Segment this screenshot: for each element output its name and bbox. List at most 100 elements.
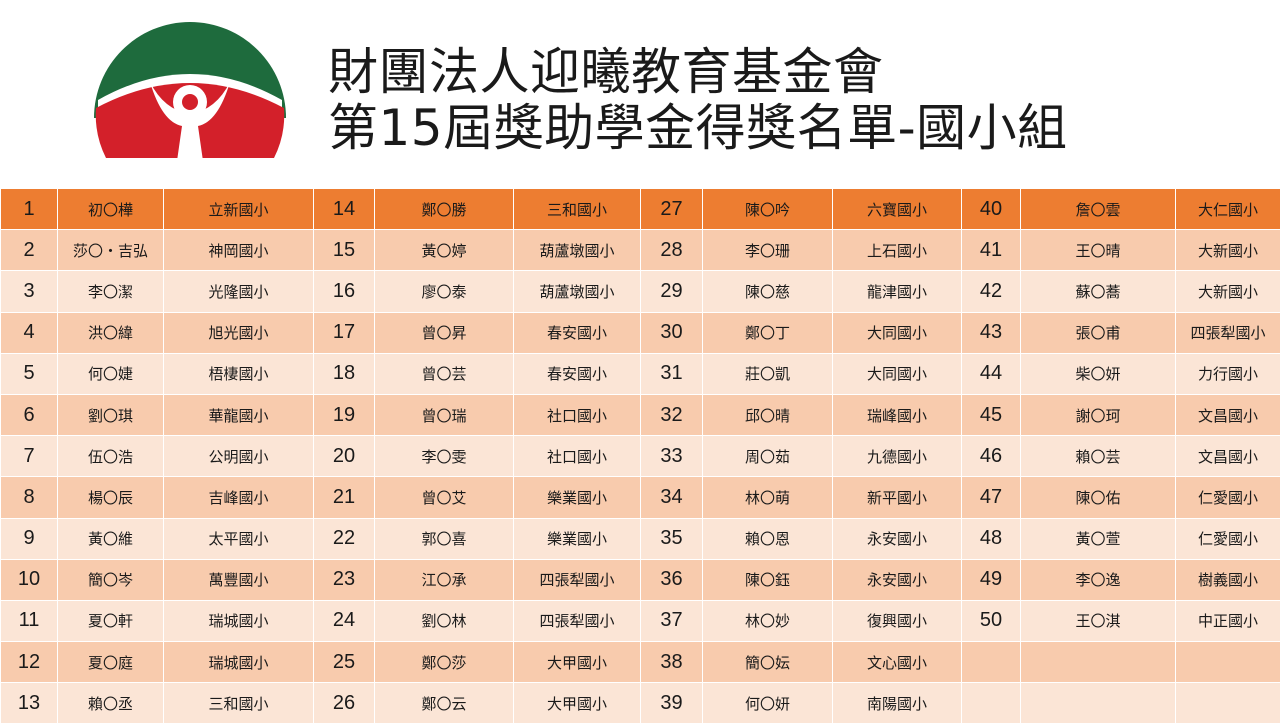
winner-name-cell: 莊〇凱 bbox=[703, 353, 833, 394]
award-number-cell: 20 bbox=[314, 436, 375, 477]
award-number-cell: 34 bbox=[641, 477, 703, 518]
school-name-cell bbox=[1176, 683, 1280, 724]
school-name-cell: 大甲國小 bbox=[514, 683, 641, 724]
winner-name-cell: 柴〇妍 bbox=[1021, 353, 1176, 394]
school-name-cell: 太平國小 bbox=[164, 518, 314, 559]
school-name-cell: 旭光國小 bbox=[164, 312, 314, 353]
award-number-cell: 38 bbox=[641, 642, 703, 683]
winner-name-cell: 曾〇艾 bbox=[375, 477, 514, 518]
award-number-cell bbox=[962, 642, 1021, 683]
award-number-cell: 16 bbox=[314, 271, 375, 312]
school-name-cell: 四張犁國小 bbox=[1176, 312, 1280, 353]
school-name-cell: 葫蘆墩國小 bbox=[514, 271, 641, 312]
winner-name-cell: 張〇甫 bbox=[1021, 312, 1176, 353]
school-name-cell: 大新國小 bbox=[1176, 271, 1280, 312]
award-number-cell: 15 bbox=[314, 230, 375, 271]
award-number-cell: 32 bbox=[641, 394, 703, 435]
winner-name-cell: 曾〇昇 bbox=[375, 312, 514, 353]
award-number-cell: 17 bbox=[314, 312, 375, 353]
school-name-cell: 文昌國小 bbox=[1176, 394, 1280, 435]
school-name-cell: 葫蘆墩國小 bbox=[514, 230, 641, 271]
winner-name-cell: 李〇雯 bbox=[375, 436, 514, 477]
award-number-cell: 14 bbox=[314, 189, 375, 230]
winner-name-cell: 江〇承 bbox=[375, 559, 514, 600]
winner-name-cell: 簡〇岑 bbox=[58, 559, 164, 600]
award-number-cell: 4 bbox=[1, 312, 58, 353]
school-name-cell: 龍津國小 bbox=[833, 271, 962, 312]
winner-name-cell: 林〇萌 bbox=[703, 477, 833, 518]
winner-name-cell: 曾〇瑞 bbox=[375, 394, 514, 435]
winner-name-cell: 李〇潔 bbox=[58, 271, 164, 312]
school-name-cell: 大同國小 bbox=[833, 312, 962, 353]
award-number-cell: 44 bbox=[962, 353, 1021, 394]
winner-name-cell: 廖〇泰 bbox=[375, 271, 514, 312]
school-name-cell: 仁愛國小 bbox=[1176, 477, 1280, 518]
award-number-cell: 23 bbox=[314, 559, 375, 600]
school-name-cell: 四張犁國小 bbox=[514, 559, 641, 600]
winner-name-cell: 陳〇吟 bbox=[703, 189, 833, 230]
page-title-block: 財團法人迎曦教育基金會 第15屆獎助學金得獎名單-國小組 bbox=[328, 44, 1068, 156]
winner-name-cell: 黃〇婷 bbox=[375, 230, 514, 271]
school-name-cell: 春安國小 bbox=[514, 312, 641, 353]
school-name-cell: 吉峰國小 bbox=[164, 477, 314, 518]
winner-name-cell: 黃〇萱 bbox=[1021, 518, 1176, 559]
winner-name-cell: 夏〇庭 bbox=[58, 642, 164, 683]
winner-name-cell: 詹〇雲 bbox=[1021, 189, 1176, 230]
winner-name-cell: 鄭〇莎 bbox=[375, 642, 514, 683]
award-number-cell: 5 bbox=[1, 353, 58, 394]
award-number-cell: 7 bbox=[1, 436, 58, 477]
award-number-cell: 13 bbox=[1, 683, 58, 724]
winner-name-cell: 賴〇丞 bbox=[58, 683, 164, 724]
winner-name-cell: 周〇茹 bbox=[703, 436, 833, 477]
winner-name-cell bbox=[1021, 683, 1176, 724]
award-number-cell: 8 bbox=[1, 477, 58, 518]
school-name-cell: 文昌國小 bbox=[1176, 436, 1280, 477]
winner-name-cell: 蘇〇蕎 bbox=[1021, 271, 1176, 312]
winner-name-cell bbox=[1021, 642, 1176, 683]
winner-name-cell: 何〇妍 bbox=[703, 683, 833, 724]
award-number-cell: 31 bbox=[641, 353, 703, 394]
award-number-cell: 21 bbox=[314, 477, 375, 518]
winner-name-cell: 劉〇林 bbox=[375, 600, 514, 641]
foundation-logo-icon bbox=[84, 18, 296, 176]
school-name-cell: 九德國小 bbox=[833, 436, 962, 477]
school-name-cell: 梧棲國小 bbox=[164, 353, 314, 394]
award-number-cell: 11 bbox=[1, 600, 58, 641]
school-name-cell: 立新國小 bbox=[164, 189, 314, 230]
winner-name-cell: 陳〇鈺 bbox=[703, 559, 833, 600]
school-name-cell: 三和國小 bbox=[514, 189, 641, 230]
school-name-cell: 大新國小 bbox=[1176, 230, 1280, 271]
school-name-cell: 公明國小 bbox=[164, 436, 314, 477]
award-number-cell: 10 bbox=[1, 559, 58, 600]
award-number-cell: 33 bbox=[641, 436, 703, 477]
award-list-title: 第15屆獎助學金得獎名單-國小組 bbox=[328, 100, 1068, 156]
winner-name-cell: 初〇樺 bbox=[58, 189, 164, 230]
winner-name-cell: 伍〇浩 bbox=[58, 436, 164, 477]
award-number-cell: 19 bbox=[314, 394, 375, 435]
award-number-cell: 28 bbox=[641, 230, 703, 271]
award-number-cell: 30 bbox=[641, 312, 703, 353]
award-number-cell: 50 bbox=[962, 600, 1021, 641]
award-number-cell: 9 bbox=[1, 518, 58, 559]
school-name-cell: 樂業國小 bbox=[514, 477, 641, 518]
school-name-cell: 社口國小 bbox=[514, 394, 641, 435]
award-number-cell: 26 bbox=[314, 683, 375, 724]
winner-name-cell: 鄭〇云 bbox=[375, 683, 514, 724]
winner-name-cell: 莎〇・吉弘 bbox=[58, 230, 164, 271]
award-number-cell bbox=[962, 683, 1021, 724]
award-number-cell: 36 bbox=[641, 559, 703, 600]
winner-name-cell: 鄭〇丁 bbox=[703, 312, 833, 353]
award-number-cell: 22 bbox=[314, 518, 375, 559]
winner-name-cell: 李〇逸 bbox=[1021, 559, 1176, 600]
school-name-cell: 三和國小 bbox=[164, 683, 314, 724]
school-name-cell: 南陽國小 bbox=[833, 683, 962, 724]
winner-name-cell: 鄭〇勝 bbox=[375, 189, 514, 230]
